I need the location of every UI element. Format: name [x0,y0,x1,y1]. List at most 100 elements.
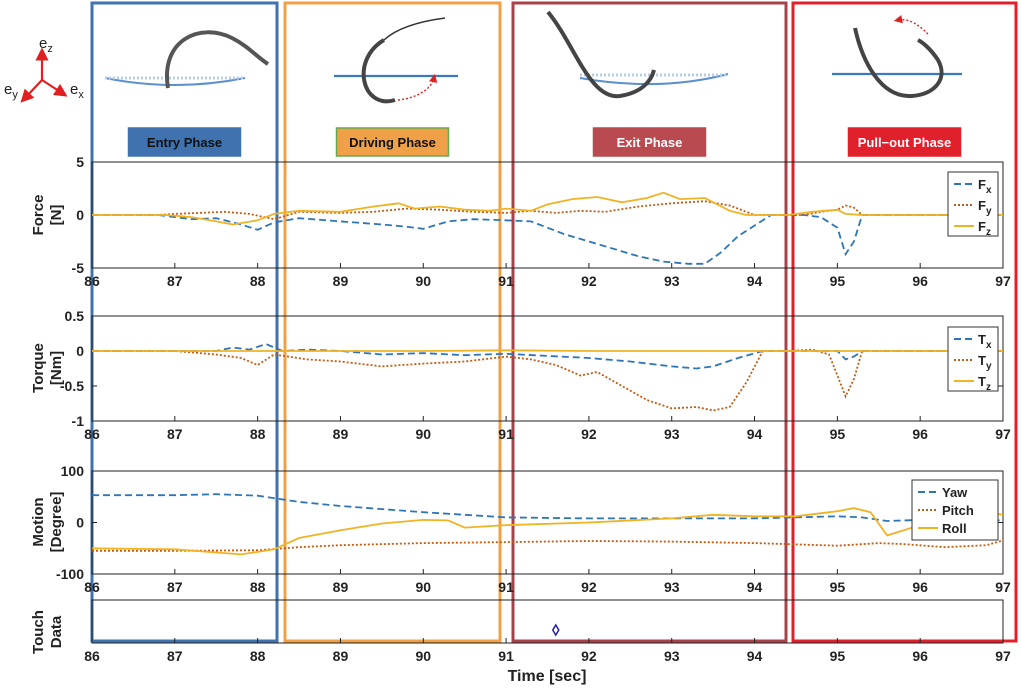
y-tick-label: 100 [61,463,85,479]
needle-illustration-entry [104,30,270,89]
needle-illustration-exit [546,10,729,99]
x-axis-label: Time [sec] [508,668,587,685]
series-line-tz [92,349,1003,352]
legend-label: Tz [978,374,991,393]
legend-label: Yaw [942,485,968,500]
panel-touch: TouchData 86 87 88 89 90 91 92 93 94 95 96 97 [30,599,1011,664]
series-line-tx [92,343,1003,370]
coordinate-frame: ez ey ex [4,35,84,103]
x-tick-label: 88 [250,273,266,289]
plot-frame [91,470,1004,575]
legend: Fx Fy Fz [947,171,999,238]
series-line-roll [91,507,1004,556]
panels: Force[N]50-586 87 88 89 90 91 92 93 94 95 96 97FxFy… [30,154,1011,664]
x-tick-label: 93 [664,273,680,289]
x-tick-label: 90 [415,648,431,664]
x-tick-label: 86 [84,579,100,595]
x-tick-label: 89 [333,648,349,664]
y-tick-label: 0 [76,515,84,531]
phase-box [791,1,1018,643]
x-tick-label: 89 [333,579,349,595]
x-tick-label: 87 [167,648,183,664]
x-tick-label: 94 [747,273,763,289]
x-tick-label: 88 [250,426,266,442]
x-tick-label: 86 [84,648,100,664]
x-tick-label: 96 [912,273,928,289]
x-tick-label: 96 [912,426,928,442]
legend-label: Fz [978,219,991,238]
x-tick-label: 87 [167,579,183,595]
x-tick-label: 90 [415,273,431,289]
x-tick-label: 95 [830,579,846,595]
x-tick-label: 97 [995,273,1011,289]
ex-arrow [41,79,68,97]
x-tick-label: 92 [581,579,597,595]
x-tick-label: 96 [912,648,928,664]
x-tick-label: 92 [581,648,597,664]
y-tick-label: -0.5 [60,378,84,394]
x-tick-label: 94 [747,648,763,664]
legend: Tx Ty Tz [947,326,999,393]
x-tick-label: 97 [995,579,1011,595]
y-tick-label: 0 [76,343,84,359]
legend: Yaw Pitch Roll [911,479,999,541]
y-axis-label: Force[N] [30,195,65,236]
x-tick-label: 87 [167,426,183,442]
legend-label: Roll [942,521,967,536]
x-tick-label: 89 [333,426,349,442]
y-tick-label: -1 [72,413,85,429]
y-tick-label: 5 [76,154,84,170]
x-tick-label: 97 [995,426,1011,442]
phase-label-box [592,127,707,157]
series-line-fx [92,214,1003,265]
phase-entry-phase: Entry Phase [90,1,279,643]
x-tick-label: 93 [664,648,680,664]
phase-box [511,1,788,643]
phase-label: Pull−out Phase [858,135,952,150]
y-tick-label: 0.5 [65,308,85,324]
x-tick-label: 89 [333,273,349,289]
legend-label: Fy [978,198,992,217]
phase-label-box [335,127,450,157]
needle-illustration-pullout [832,15,962,99]
phase-box [283,1,502,643]
touch-point [551,623,560,637]
y-axis-label: Torque[Nm] [30,343,65,393]
x-tick-label: 94 [747,426,763,442]
phase-pull-out-phase: Pull−out Phase [791,1,1018,643]
x-tick-label: 93 [664,426,680,442]
ex-label: ex [70,81,84,101]
plot-frame [91,599,1004,644]
x-tick-label: 92 [581,273,597,289]
legend-label: Pitch [942,503,974,518]
x-tick-label: 96 [912,579,928,595]
ez-label: ez [39,35,53,55]
y-tick-label: 0 [76,207,84,223]
panel-torque: Torque[Nm] 0.5 0 -0.5 -186 87 88 89 90 91 92 93 94 95… [30,308,1011,442]
series-line-fz [92,191,1003,226]
phase-label-box [847,127,962,157]
panel-force: Force[N] 5 0 -586 87 88 89 90 91 92 93 94 95 96 97 Fx Fy… [30,154,1011,289]
phase-overlays: Entry Phase Driving Phase Exit Phase Pull−o… [90,1,1018,643]
legend-label: Ty [978,353,992,372]
x-tick-label: 88 [250,648,266,664]
x-tick-label: 91 [498,426,514,442]
phase-driving-phase: Driving Phase [283,1,502,643]
x-tick-label: 88 [250,579,266,595]
phase-label: Entry Phase [147,135,222,150]
y-axis-label: Motion[Degree] [30,492,65,553]
x-tick-label: 87 [167,273,183,289]
y-axis-label: TouchData [30,610,65,654]
x-tick-label: 94 [747,579,763,595]
x-tick-label: 95 [830,648,846,664]
x-tick-label: 91 [498,273,514,289]
phase-exit-phase: Exit Phase [511,1,788,643]
x-tick-label: 86 [84,426,100,442]
x-tick-label: 92 [581,426,597,442]
needle-illustration-driving [334,17,458,104]
phase-box [90,1,279,643]
phase-label: Exit Phase [617,135,683,150]
ey-label: ey [4,81,18,101]
